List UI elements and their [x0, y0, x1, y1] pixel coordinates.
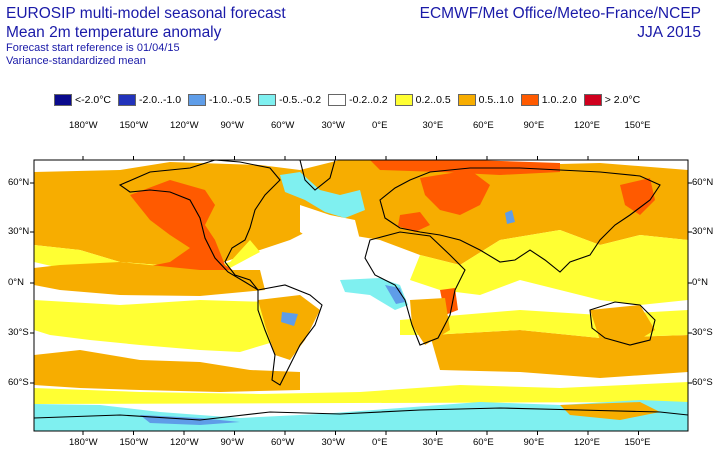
- coastline-south-america: [257, 284, 323, 386]
- anomaly-region-cool-north-atlantic: [280, 172, 365, 218]
- anomaly-region-0.5-1.0-australia: [590, 305, 655, 345]
- lat-label-left: 0°N: [8, 277, 24, 288]
- lat-label-left: 60°S: [8, 377, 29, 388]
- anomaly-region-moderate-cool-atlantic: [385, 285, 405, 304]
- lon-label-top: 30°E: [422, 120, 444, 131]
- lat-label-right: 60°S: [692, 377, 713, 388]
- lon-label-top: 90°E: [523, 120, 545, 131]
- legend-label: 0.5..1.0: [478, 94, 514, 106]
- anomaly-region-0.5-1.0-south-america: [258, 295, 320, 360]
- lon-label-bottom: 60°E: [473, 437, 494, 448]
- title-block: EUROSIP multi-model seasonal forecast Me…: [6, 4, 286, 68]
- forecast-start: Forecast start reference is 01/04/15: [6, 42, 180, 54]
- lat-label-right: 60°N: [692, 177, 714, 188]
- legend-item: 0.2..0.5: [394, 94, 451, 106]
- lat-label-right: 30°S: [692, 327, 713, 338]
- map-variable: Mean 2m temperature anomaly: [6, 24, 222, 41]
- coastline-antarctica: [34, 407, 688, 421]
- legend-item: 0.5..1.0: [457, 94, 514, 106]
- legend-label: -0.2..0.2: [349, 94, 388, 106]
- anomaly-region-cool-south-america: [281, 312, 298, 326]
- lon-label-top: 60°E: [473, 120, 494, 131]
- anomaly-region-1.0-2.0-north-eurasia: [370, 160, 560, 175]
- legend-label: > 2.0°C: [604, 94, 641, 106]
- lon-label-top: 0°E: [372, 120, 388, 131]
- lat-label-right: 30°N: [692, 226, 714, 237]
- anomaly-region-1.0-2.0-russia: [420, 170, 490, 215]
- lon-label-top: 150°E: [624, 120, 651, 131]
- legend-swatch: [258, 94, 277, 106]
- lon-label-bottom: 120°E: [574, 437, 600, 448]
- legend-item: > 2.0°C: [583, 94, 641, 106]
- legend-label: -2.0..-1.0: [139, 94, 182, 106]
- anomaly-region-0.2-0.5-tropics: [410, 230, 688, 305]
- legend-swatch: [583, 94, 602, 106]
- lon-label-bottom: 150°E: [624, 437, 651, 448]
- map-title: EUROSIP multi-model seasonal forecast: [6, 5, 286, 22]
- anomaly-region-1.0-2.0-pacific: [80, 180, 255, 283]
- lon-label-bottom: 60°W: [271, 437, 295, 448]
- lon-label-top: 120°E: [574, 120, 600, 131]
- anomaly-region-neutral-north-atlantic: [300, 205, 360, 250]
- legend-swatch: [520, 94, 539, 106]
- lon-label-bottom: 90°E: [523, 437, 545, 448]
- provider-block: ECMWF/Met Office/Meteo-France/NCEP JJA 2…: [420, 4, 701, 42]
- coastline-greenland: [299, 160, 336, 191]
- lat-label-left: 30°S: [8, 327, 29, 338]
- color-legend: <-2.0°C -2.0..-1.0 -1.0..-0.5 -0.5..-0.2 -0.…: [54, 93, 647, 107]
- lon-label-top: 150°W: [119, 120, 149, 131]
- lon-label-bottom: 150°W: [119, 437, 149, 448]
- lon-label-bottom: 120°W: [170, 437, 199, 448]
- lon-label-top: 60°W: [271, 120, 295, 131]
- anomaly-region-0.2-0.5-antarctic: [34, 382, 688, 404]
- coastlines: [34, 160, 688, 421]
- legend-item: -1.0..-0.5: [188, 94, 251, 106]
- lon-label-bottom: 90°W: [220, 437, 244, 448]
- legend-label: <-2.0°C: [75, 94, 112, 106]
- legend-item: -2.0..-1.0: [118, 94, 181, 106]
- lon-label-bottom: 30°W: [321, 437, 345, 448]
- lon-label-top: 180°W: [69, 120, 98, 131]
- mean-type: Variance-standardized mean: [6, 55, 146, 67]
- provider-name: ECMWF/Met Office/Meteo-France/NCEP: [419, 5, 701, 22]
- coastline-australia: [589, 301, 656, 346]
- anomaly-region-1.0-2.0-east-siberia: [620, 178, 655, 215]
- legend-swatch: [394, 94, 413, 106]
- anomaly-region-cool-tropical-atlantic: [340, 278, 408, 310]
- legend-item: <-2.0°C: [54, 94, 111, 106]
- lon-label-top: 120°W: [170, 120, 199, 131]
- legend-swatch: [54, 94, 72, 106]
- legend-item: -0.5..-0.2: [258, 94, 321, 106]
- coastline-north-america: [118, 160, 281, 291]
- lon-label-top: 90°W: [220, 120, 244, 131]
- season-label: JJA 2015: [637, 24, 701, 41]
- axis-ticks: [30, 156, 692, 435]
- legend-swatch: [188, 94, 207, 106]
- lon-label-bottom: 180°W: [69, 437, 98, 448]
- legend-label: -0.5..-0.2: [279, 94, 322, 106]
- lat-label-left: 30°N: [8, 226, 30, 237]
- legend-swatch: [457, 94, 476, 106]
- anomaly-region-0.5-1.0-south-pacific: [34, 350, 300, 392]
- lat-label-right: 0°N: [692, 277, 708, 288]
- map-frame: [33, 159, 689, 432]
- legend-label: -1.0..-0.5: [209, 94, 252, 106]
- legend-swatch: [118, 94, 137, 106]
- lon-label-bottom: 30°E: [422, 437, 444, 448]
- anomaly-region-0.5-1.0-equator: [34, 262, 265, 296]
- legend-item: 1.0..2.0: [520, 94, 577, 106]
- coastline-eurasia: [379, 167, 661, 273]
- lat-label-left: 60°N: [8, 177, 30, 188]
- lon-label-bottom: 0°E: [372, 437, 388, 448]
- anomaly-region-cool-central-asia: [505, 210, 515, 224]
- anomaly-region-1.0-2.0-mediterranean: [398, 212, 430, 232]
- coastline-africa: [364, 231, 466, 346]
- legend-label: 0.2..0.5: [415, 94, 451, 106]
- legend-item: -0.2..0.2: [328, 94, 388, 106]
- legend-label: 1.0..2.0: [541, 94, 577, 106]
- anomaly-region-0.2-0.5-south: [34, 300, 280, 352]
- legend-swatch: [328, 94, 347, 106]
- lon-label-top: 30°W: [321, 120, 345, 131]
